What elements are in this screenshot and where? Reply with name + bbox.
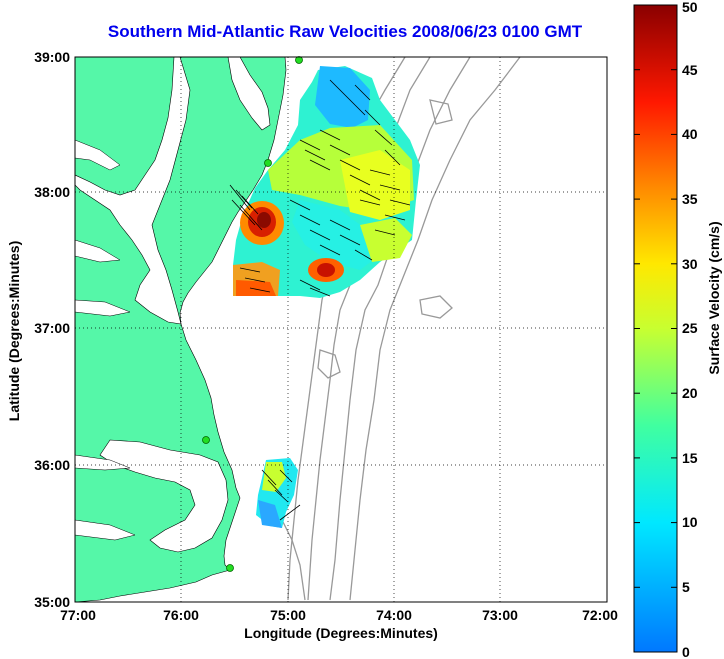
- colorbar-tick-label: 10: [682, 514, 698, 530]
- colorbar-tick-label: 30: [682, 256, 698, 272]
- radar-station-marker: [202, 436, 210, 444]
- colorbar-tick-label: 50: [682, 0, 698, 15]
- x-tick-label: 77:00: [60, 607, 96, 623]
- x-axis-label: Longitude (Degrees:Minutes): [244, 625, 438, 641]
- x-tick-label: 76:00: [163, 607, 199, 623]
- colorbar: [633, 4, 678, 653]
- y-tick-labels: 35:00 36:00 37:00 38:00 39:00: [34, 49, 70, 610]
- colorbar-tick-label: 25: [682, 320, 698, 336]
- radar-station-marker: [264, 159, 272, 167]
- radar-station-marker: [295, 56, 303, 64]
- velocity-field-north: [233, 66, 420, 298]
- colorbar-tick-labels: 0 5 10 15 20 25 30 35 40 45 50: [682, 0, 698, 659]
- colorbar-ticks: [634, 69, 677, 588]
- colorbar-tick-label: 0: [682, 644, 690, 659]
- map-grid: [75, 57, 607, 602]
- velocity-field-south: [256, 458, 298, 528]
- x-tick-label: 75:00: [270, 607, 306, 623]
- y-tick-label: 39:00: [34, 49, 70, 65]
- colorbar-tick-label: 5: [682, 579, 690, 595]
- x-tick-label: 73:00: [482, 607, 518, 623]
- y-tick-label: 35:00: [34, 594, 70, 610]
- velocity-vectors: [229, 79, 411, 521]
- radar-station-marker: [226, 564, 234, 572]
- plot-frame: [74, 56, 608, 603]
- pamlico-sound: [99, 439, 229, 553]
- x-tick-label: 74:00: [376, 607, 412, 623]
- x-tick-label: 72:00: [582, 607, 618, 623]
- colorbar-tick-label: 40: [682, 126, 698, 142]
- radar-stations: [202, 56, 303, 572]
- colorbar-tick-label: 35: [682, 191, 698, 207]
- colorbar-tick-label: 15: [682, 450, 698, 466]
- colorbar-tick-label: 45: [682, 62, 698, 78]
- x-tick-labels: 77:00 76:00 75:00 74:00 73:00 72:00: [60, 607, 618, 623]
- map-title: Southern Mid-Atlantic Raw Velocities 200…: [107, 22, 583, 41]
- chesapeake-bay: [75, 57, 191, 325]
- y-tick-label: 38:00: [34, 184, 70, 200]
- y-tick-label: 37:00: [34, 320, 70, 336]
- colorbar-tick-label: 20: [682, 385, 698, 401]
- y-tick-label: 36:00: [34, 457, 70, 473]
